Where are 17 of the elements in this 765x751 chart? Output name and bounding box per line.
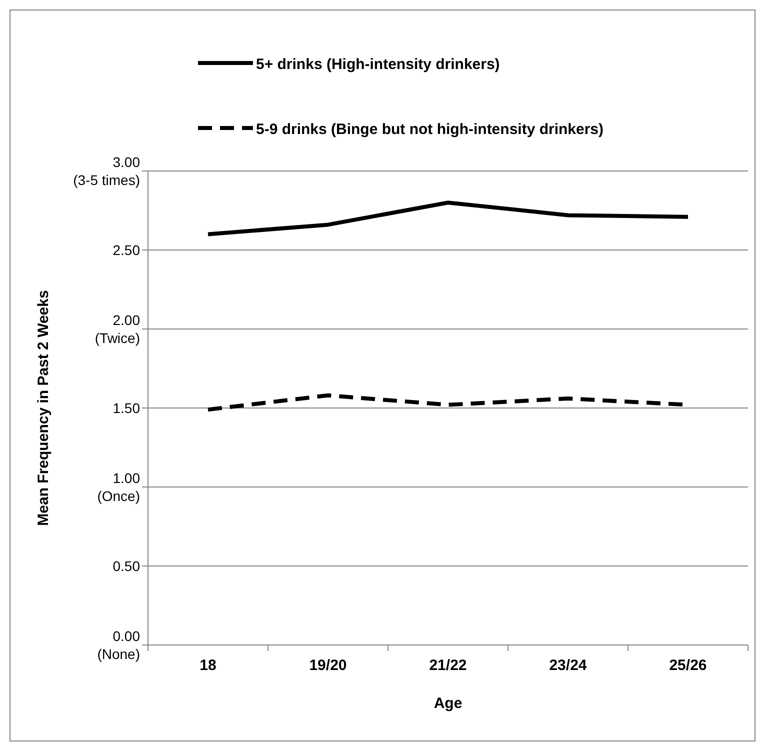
x-tick-label: 25/26 xyxy=(669,657,707,674)
legend-label: 5+ drinks (High-intensity drinkers) xyxy=(256,56,500,73)
y-tick-label: 0.00 (None) xyxy=(97,628,140,662)
y-tick-label: 0.50 xyxy=(112,558,140,574)
y-tick-label: 2.50 xyxy=(112,242,140,258)
x-tick-label: 19/20 xyxy=(309,657,347,674)
y-tick-label: 3.00 (3-5 times) xyxy=(73,154,140,188)
legend-label: 5-9 drinks (Binge but not high-intensity drinkers) xyxy=(256,121,604,138)
x-tick-label: 23/24 xyxy=(549,657,588,674)
y-tick-label: 2.00 (Twice) xyxy=(94,312,140,346)
x-tick-label: 18 xyxy=(200,657,216,674)
y-tick-label: 1.50 xyxy=(112,400,140,416)
line-series xyxy=(206,200,690,236)
y-tick-label: 1.00 (Once) xyxy=(97,470,140,504)
x-tick-label: 21/22 xyxy=(429,657,467,674)
x-axis-title: Age xyxy=(434,695,462,712)
y-axis-title: Mean Frequency in Past 2 Weeks xyxy=(35,290,52,526)
